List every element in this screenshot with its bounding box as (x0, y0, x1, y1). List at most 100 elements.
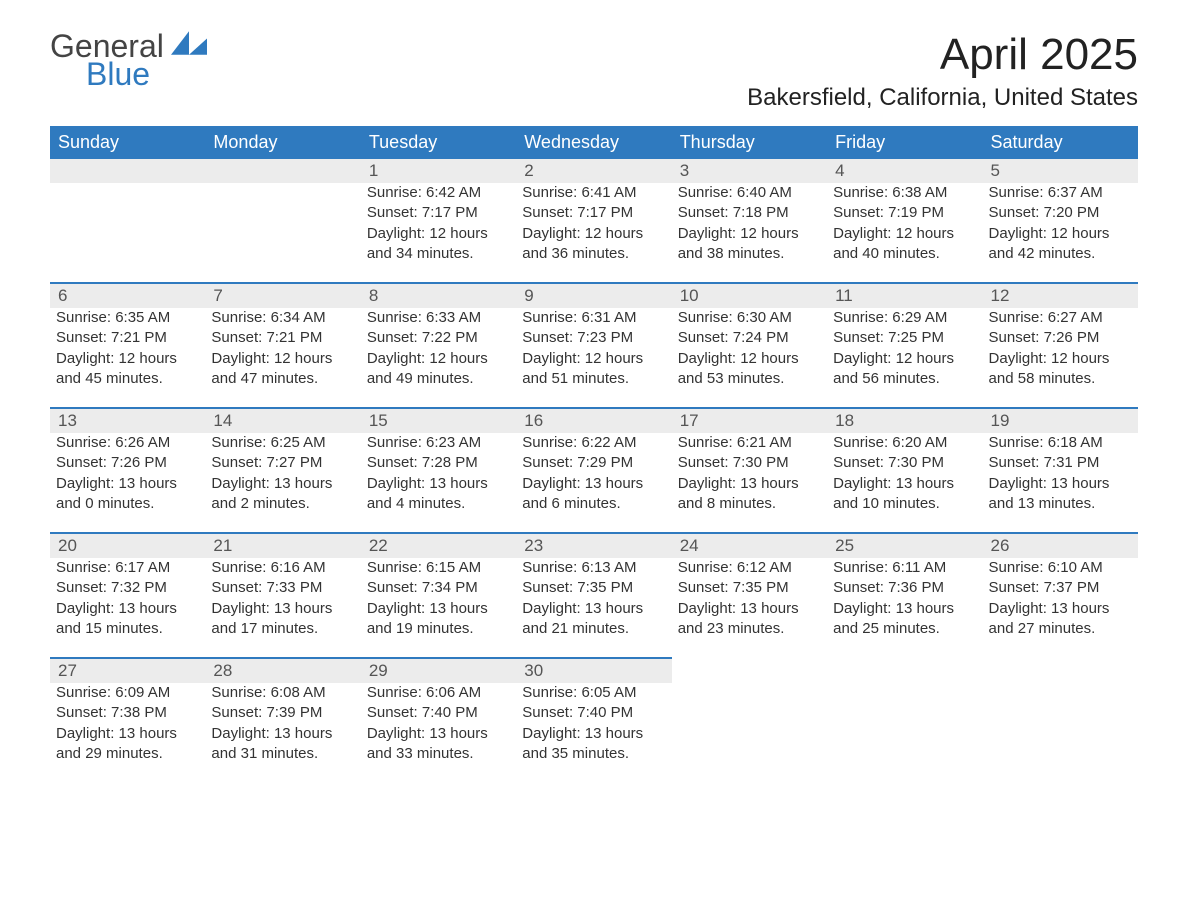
sunset-text: Sunset: 7:26 PM (989, 328, 1132, 348)
sunset-text: Sunset: 7:21 PM (56, 328, 199, 348)
day-number: 12 (983, 283, 1138, 308)
sunrise-text: Sunrise: 6:13 AM (522, 558, 665, 578)
day-number: 26 (983, 533, 1138, 558)
location-label: Bakersfield, California, United States (747, 84, 1138, 112)
daylight-text: Daylight: 13 hours and 33 minutes. (367, 724, 510, 765)
daylight-text: Daylight: 12 hours and 40 minutes. (833, 224, 976, 265)
daylight-text: Daylight: 13 hours and 6 minutes. (522, 474, 665, 515)
sunset-text: Sunset: 7:40 PM (367, 703, 510, 723)
day-number: 19 (983, 408, 1138, 433)
day-number: 3 (672, 159, 827, 183)
day-cell: Sunrise: 6:38 AMSunset: 7:19 PMDaylight:… (827, 183, 982, 283)
day-cell: Sunrise: 6:17 AMSunset: 7:32 PMDaylight:… (50, 558, 205, 658)
day-cell (205, 183, 360, 283)
day-number: 2 (516, 159, 671, 183)
sunrise-text: Sunrise: 6:17 AM (56, 558, 199, 578)
daylight-text: Daylight: 12 hours and 56 minutes. (833, 349, 976, 390)
daylight-text: Daylight: 13 hours and 19 minutes. (367, 599, 510, 640)
dow-header: Friday (827, 126, 982, 159)
day-number: 24 (672, 533, 827, 558)
day-cell: Sunrise: 6:42 AMSunset: 7:17 PMDaylight:… (361, 183, 516, 283)
sunset-text: Sunset: 7:19 PM (833, 203, 976, 223)
sunset-text: Sunset: 7:25 PM (833, 328, 976, 348)
day-number: 23 (516, 533, 671, 558)
sunset-text: Sunset: 7:20 PM (989, 203, 1132, 223)
sunset-text: Sunset: 7:36 PM (833, 578, 976, 598)
sunrise-text: Sunrise: 6:31 AM (522, 308, 665, 328)
dow-header: Wednesday (516, 126, 671, 159)
day-number: 7 (205, 283, 360, 308)
sunset-text: Sunset: 7:28 PM (367, 453, 510, 473)
sunset-text: Sunset: 7:26 PM (56, 453, 199, 473)
day-cell: Sunrise: 6:15 AMSunset: 7:34 PMDaylight:… (361, 558, 516, 658)
day-number: 6 (50, 283, 205, 308)
day-number (983, 658, 1138, 683)
sunrise-text: Sunrise: 6:16 AM (211, 558, 354, 578)
calendar-table: SundayMondayTuesdayWednesdayThursdayFrid… (50, 126, 1138, 782)
day-number: 30 (516, 658, 671, 683)
day-detail-row: Sunrise: 6:26 AMSunset: 7:26 PMDaylight:… (50, 433, 1138, 533)
day-number: 16 (516, 408, 671, 433)
daylight-text: Daylight: 13 hours and 4 minutes. (367, 474, 510, 515)
brand-logo: General Blue (50, 30, 207, 90)
day-number: 11 (827, 283, 982, 308)
day-number-row: 27282930 (50, 658, 1138, 683)
daylight-text: Daylight: 13 hours and 31 minutes. (211, 724, 354, 765)
sunrise-text: Sunrise: 6:23 AM (367, 433, 510, 453)
day-cell: Sunrise: 6:16 AMSunset: 7:33 PMDaylight:… (205, 558, 360, 658)
sunset-text: Sunset: 7:33 PM (211, 578, 354, 598)
sunrise-text: Sunrise: 6:18 AM (989, 433, 1132, 453)
flag-icon (171, 30, 207, 56)
day-number: 8 (361, 283, 516, 308)
sunset-text: Sunset: 7:29 PM (522, 453, 665, 473)
day-cell: Sunrise: 6:25 AMSunset: 7:27 PMDaylight:… (205, 433, 360, 533)
sunrise-text: Sunrise: 6:05 AM (522, 683, 665, 703)
daylight-text: Daylight: 13 hours and 10 minutes. (833, 474, 976, 515)
sunrise-text: Sunrise: 6:22 AM (522, 433, 665, 453)
sunset-text: Sunset: 7:27 PM (211, 453, 354, 473)
dow-header: Tuesday (361, 126, 516, 159)
day-detail-row: Sunrise: 6:35 AMSunset: 7:21 PMDaylight:… (50, 308, 1138, 408)
day-cell: Sunrise: 6:34 AMSunset: 7:21 PMDaylight:… (205, 308, 360, 408)
sunset-text: Sunset: 7:31 PM (989, 453, 1132, 473)
sunset-text: Sunset: 7:35 PM (522, 578, 665, 598)
day-cell: Sunrise: 6:08 AMSunset: 7:39 PMDaylight:… (205, 683, 360, 782)
sunrise-text: Sunrise: 6:38 AM (833, 183, 976, 203)
daylight-text: Daylight: 12 hours and 58 minutes. (989, 349, 1132, 390)
day-number: 27 (50, 658, 205, 683)
day-cell: Sunrise: 6:18 AMSunset: 7:31 PMDaylight:… (983, 433, 1138, 533)
day-number: 18 (827, 408, 982, 433)
day-cell: Sunrise: 6:40 AMSunset: 7:18 PMDaylight:… (672, 183, 827, 283)
sunset-text: Sunset: 7:38 PM (56, 703, 199, 723)
sunset-text: Sunset: 7:34 PM (367, 578, 510, 598)
day-number: 9 (516, 283, 671, 308)
daylight-text: Daylight: 12 hours and 45 minutes. (56, 349, 199, 390)
sunset-text: Sunset: 7:24 PM (678, 328, 821, 348)
sunrise-text: Sunrise: 6:11 AM (833, 558, 976, 578)
day-cell: Sunrise: 6:11 AMSunset: 7:36 PMDaylight:… (827, 558, 982, 658)
daylight-text: Daylight: 13 hours and 29 minutes. (56, 724, 199, 765)
day-cell: Sunrise: 6:20 AMSunset: 7:30 PMDaylight:… (827, 433, 982, 533)
day-cell: Sunrise: 6:05 AMSunset: 7:40 PMDaylight:… (516, 683, 671, 782)
sunrise-text: Sunrise: 6:34 AM (211, 308, 354, 328)
day-number: 28 (205, 658, 360, 683)
day-number: 10 (672, 283, 827, 308)
day-cell: Sunrise: 6:33 AMSunset: 7:22 PMDaylight:… (361, 308, 516, 408)
sunrise-text: Sunrise: 6:37 AM (989, 183, 1132, 203)
day-number (50, 159, 205, 183)
daylight-text: Daylight: 12 hours and 51 minutes. (522, 349, 665, 390)
sunrise-text: Sunrise: 6:30 AM (678, 308, 821, 328)
daylight-text: Daylight: 13 hours and 27 minutes. (989, 599, 1132, 640)
day-detail-row: Sunrise: 6:17 AMSunset: 7:32 PMDaylight:… (50, 558, 1138, 658)
day-number: 5 (983, 159, 1138, 183)
day-cell: Sunrise: 6:12 AMSunset: 7:35 PMDaylight:… (672, 558, 827, 658)
daylight-text: Daylight: 12 hours and 47 minutes. (211, 349, 354, 390)
brand-text: General Blue (50, 30, 207, 90)
day-number (827, 658, 982, 683)
day-number-row: 6789101112 (50, 283, 1138, 308)
day-of-week-row: SundayMondayTuesdayWednesdayThursdayFrid… (50, 126, 1138, 159)
dow-header: Saturday (983, 126, 1138, 159)
day-number-row: 20212223242526 (50, 533, 1138, 558)
sunset-text: Sunset: 7:22 PM (367, 328, 510, 348)
day-number: 17 (672, 408, 827, 433)
